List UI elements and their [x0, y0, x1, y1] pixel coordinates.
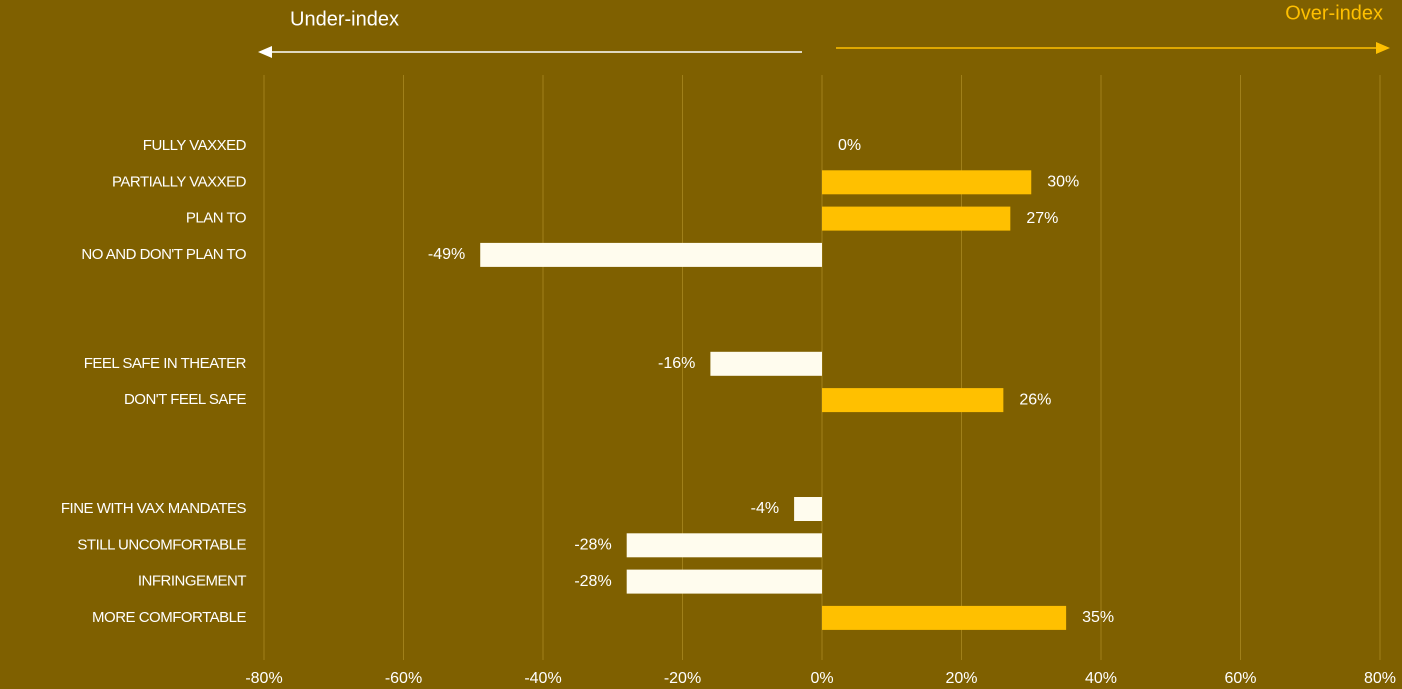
bar: [480, 242, 822, 267]
x-tick-label: -60%: [385, 670, 422, 687]
category-label: DON'T FEEL SAFE: [124, 391, 247, 408]
value-label: -28%: [574, 537, 611, 554]
value-label: 35%: [1082, 609, 1114, 626]
x-tick-label: 20%: [945, 670, 977, 687]
x-tick-label: -40%: [524, 670, 561, 687]
value-label: 26%: [1019, 391, 1051, 408]
x-tick-label: 0%: [810, 670, 833, 687]
category-label: MORE COMFORTABLE: [92, 609, 246, 626]
bar: [626, 569, 822, 594]
annotation: Over-index: [1285, 2, 1383, 24]
bar: [626, 533, 822, 558]
bar: [822, 206, 1011, 231]
value-label: 30%: [1047, 174, 1079, 191]
category-label: PARTIALLY VAXXED: [112, 173, 247, 190]
category-label: FINE WITH VAX MANDATES: [61, 500, 247, 517]
annotation: Under-index: [290, 8, 399, 30]
bar: [822, 170, 1032, 195]
value-label: -28%: [574, 573, 611, 590]
bar: [822, 388, 1004, 413]
category-label: FULLY VAXXED: [143, 137, 247, 154]
over-arrow: [836, 42, 1390, 54]
value-label: -16%: [658, 355, 695, 372]
value-label: -4%: [751, 500, 779, 517]
x-tick-label: -20%: [664, 670, 701, 687]
value-label: 0%: [838, 137, 861, 154]
x-tick-label: 60%: [1224, 670, 1256, 687]
category-label: STILL UNCOMFORTABLE: [77, 536, 246, 553]
category-label: PLAN TO: [186, 210, 246, 227]
category-label: NO AND DON'T PLAN TO: [81, 246, 246, 263]
x-tick-label: 40%: [1085, 670, 1117, 687]
category-label: INFRINGEMENT: [138, 573, 247, 590]
bar: [710, 351, 822, 376]
value-label: 27%: [1026, 210, 1058, 227]
x-tick-label: 80%: [1364, 670, 1396, 687]
under-arrow: [258, 46, 802, 58]
bar: [794, 497, 822, 521]
category-label: FEEL SAFE IN THEATER: [84, 355, 247, 372]
bar: [822, 605, 1067, 630]
value-label: -49%: [428, 246, 465, 263]
x-tick-label: -80%: [245, 670, 282, 687]
